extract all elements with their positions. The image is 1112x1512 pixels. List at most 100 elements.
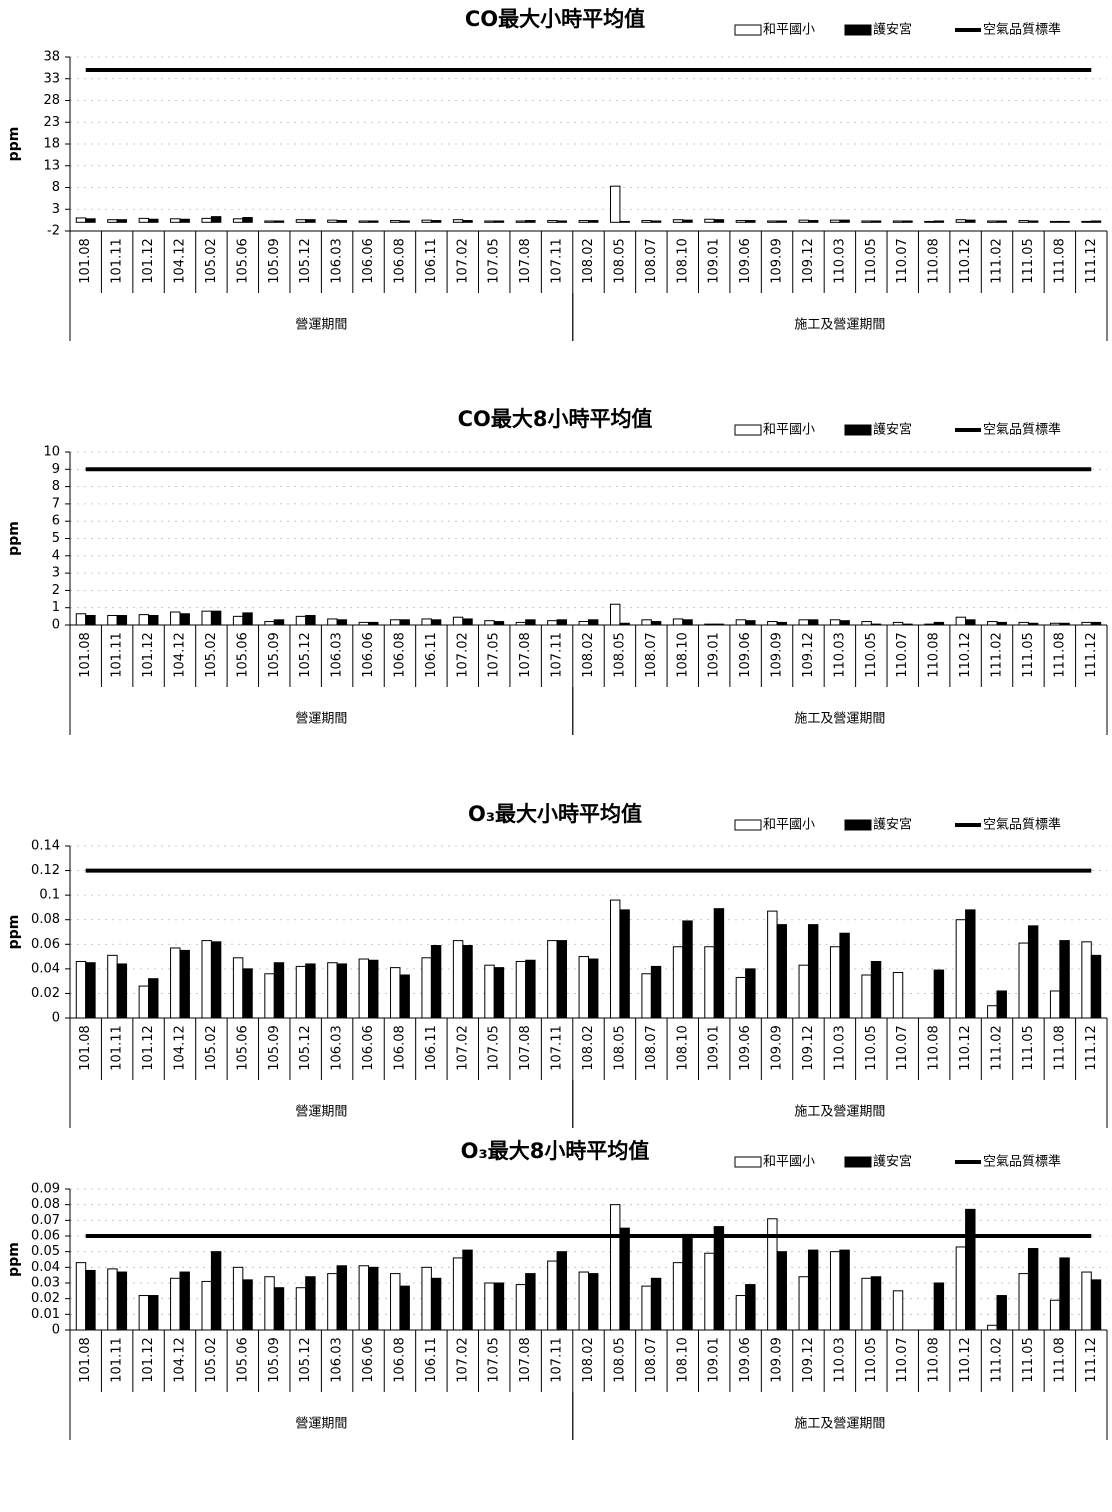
- bar: [1027, 622, 1039, 626]
- bar: [609, 899, 621, 1019]
- bar: [829, 619, 841, 626]
- x-tick-label: 110.07: [895, 1025, 910, 1071]
- bar: [242, 968, 253, 1019]
- bar: [336, 963, 348, 1019]
- bar: [273, 962, 285, 1019]
- bar: [870, 220, 882, 223]
- bar: [1049, 1299, 1061, 1331]
- y-tick-label: 0.1: [39, 888, 60, 903]
- bar: [776, 924, 787, 1019]
- bar: [421, 1266, 432, 1331]
- bar: [798, 964, 809, 1019]
- bar: [295, 219, 307, 223]
- x-tick-label: 106.11: [424, 632, 439, 678]
- bar: [1049, 220, 1061, 223]
- y-tick-label: 9: [52, 462, 60, 477]
- bar: [430, 220, 442, 223]
- bar: [1090, 954, 1102, 1019]
- bar: [892, 1290, 904, 1331]
- bar: [713, 908, 725, 1019]
- x-tick-label: 110.12: [958, 238, 973, 284]
- bar: [116, 614, 128, 626]
- legend-swatch: [734, 819, 762, 831]
- bar: [273, 619, 285, 626]
- bar: [735, 1295, 747, 1331]
- bar: [965, 219, 976, 223]
- y-tick-label: 0.08: [31, 1197, 60, 1212]
- bar: [179, 949, 190, 1019]
- bar: [892, 220, 904, 223]
- x-tick-label: 108.10: [675, 1025, 690, 1071]
- bar: [525, 220, 536, 223]
- bar: [767, 910, 778, 1019]
- bar: [713, 219, 725, 223]
- bar: [924, 623, 935, 626]
- x-tick-label: 106.03: [330, 632, 345, 678]
- bar: [767, 621, 778, 626]
- x-tick-label: 107.05: [487, 1337, 502, 1383]
- x-tick-label: 111.12: [1084, 1025, 1099, 1071]
- bar: [264, 621, 275, 626]
- x-tick-label: 110.03: [832, 1025, 847, 1071]
- bar: [704, 946, 715, 1019]
- x-tick-label: 110.07: [895, 632, 910, 678]
- bar: [578, 621, 590, 626]
- x-tick-label: 110.03: [832, 1337, 847, 1383]
- bar: [264, 1276, 275, 1331]
- x-tick-label: 110.12: [958, 1025, 973, 1071]
- bar: [933, 1282, 945, 1331]
- bar: [547, 940, 558, 1019]
- bar: [839, 620, 850, 626]
- bar: [430, 619, 442, 626]
- bar: [452, 219, 464, 223]
- bar: [232, 957, 244, 1019]
- bar: [462, 220, 473, 223]
- bar: [273, 220, 285, 223]
- chart-title: O₃最大小時平均值: [468, 802, 642, 826]
- bar: [798, 1276, 809, 1331]
- bar: [987, 1005, 998, 1019]
- bar: [148, 1295, 159, 1331]
- x-tick-label: 108.07: [644, 632, 659, 678]
- x-tick-label: 111.02: [990, 1025, 1005, 1071]
- bar: [116, 963, 128, 1019]
- bar: [368, 621, 379, 626]
- x-tick-label: 101.08: [78, 1337, 93, 1383]
- bar: [955, 919, 967, 1019]
- x-tick-label: 110.07: [895, 238, 910, 284]
- y-tick-label: 7: [52, 496, 60, 511]
- bar: [138, 985, 150, 1019]
- y-tick-label: -2: [47, 224, 60, 239]
- bar: [735, 976, 747, 1019]
- legend-label: 護安宮: [873, 422, 912, 438]
- bar: [75, 217, 87, 223]
- bar: [1059, 940, 1070, 1019]
- bar: [148, 218, 159, 223]
- bar: [641, 619, 652, 626]
- bar: [148, 614, 159, 626]
- x-tick-label: 111.12: [1084, 238, 1099, 284]
- bar: [556, 619, 568, 626]
- bar: [588, 1273, 599, 1331]
- bar: [85, 1269, 96, 1331]
- bar: [1059, 220, 1070, 223]
- bar: [861, 1277, 872, 1331]
- x-tick-label: 109.06: [738, 1025, 753, 1071]
- bar: [588, 619, 599, 626]
- chart: O₃最大8小時平均值ppm00.010.020.030.040.050.060.…: [6, 1139, 1108, 1440]
- bar: [179, 218, 190, 223]
- bar: [399, 974, 410, 1019]
- bar: [210, 941, 222, 1019]
- bar: [484, 220, 495, 223]
- bar: [305, 219, 316, 223]
- bar: [996, 990, 1007, 1019]
- bar: [704, 1252, 715, 1331]
- bar: [807, 1249, 819, 1331]
- y-tick-label: 28: [43, 93, 60, 108]
- bar: [368, 959, 379, 1019]
- x-tick-label: 105.12: [298, 1337, 313, 1383]
- y-tick-label: 8: [52, 180, 60, 195]
- bar: [965, 909, 976, 1019]
- bar: [619, 622, 630, 626]
- bar: [452, 940, 464, 1019]
